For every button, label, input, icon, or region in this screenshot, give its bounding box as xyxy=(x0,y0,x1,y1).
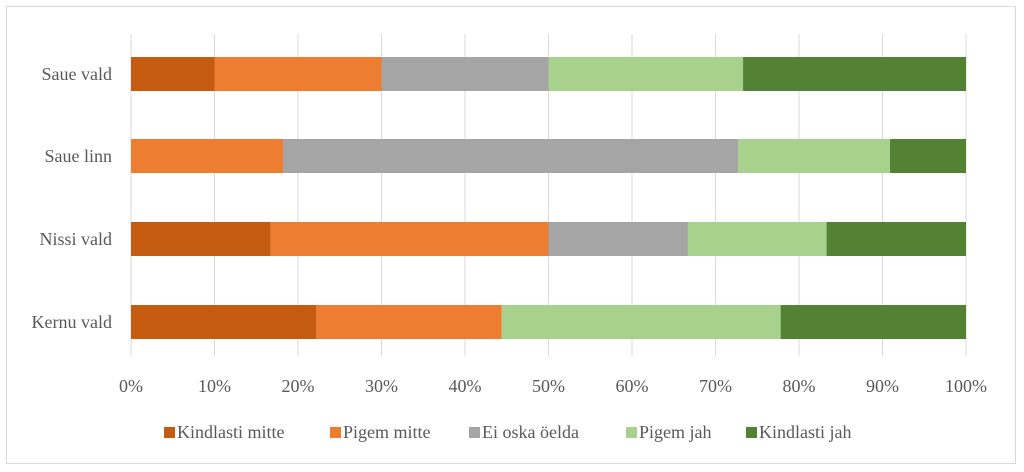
legend-swatch xyxy=(164,427,175,438)
x-tick-labels: 0% 10% 20% 30% 40% 50% 60% 70% 80% 90% 100% xyxy=(119,376,987,396)
legend-swatch xyxy=(626,427,637,438)
legend-label: Pigem mitte xyxy=(343,422,431,442)
category-label: Saue linn xyxy=(45,146,113,166)
bar-segment xyxy=(131,222,271,256)
x-tick-label: 80% xyxy=(783,376,816,396)
x-tick-label: 100% xyxy=(945,376,987,396)
x-tick-label: 60% xyxy=(616,376,649,396)
legend-label: Kindlasti mitte xyxy=(177,422,285,442)
x-tick-label: 30% xyxy=(365,376,398,396)
x-tick-label: 20% xyxy=(282,376,315,396)
bar-segment xyxy=(548,222,688,256)
bar-segment xyxy=(687,222,827,256)
bar-segment xyxy=(381,57,549,91)
bar-segment xyxy=(738,139,891,173)
bar-segment xyxy=(780,305,966,339)
x-tick-label: 50% xyxy=(532,376,565,396)
x-tick-label: 10% xyxy=(198,376,231,396)
bar-segment xyxy=(316,305,502,339)
category-label: Nissi vald xyxy=(39,229,112,249)
bar-segment xyxy=(270,222,549,256)
legend: Kindlasti mitte Pigem mitte Ei oska öelda P… xyxy=(164,422,852,442)
bar-segment xyxy=(890,139,966,173)
x-tick-label: 0% xyxy=(119,376,143,396)
bar-segment xyxy=(131,139,283,173)
bar-segment xyxy=(131,57,215,91)
legend-swatch xyxy=(330,427,341,438)
legend-label: Pigem jah xyxy=(639,422,712,442)
category-labels: Saue vald Saue linn Nissi vald Kernu vald xyxy=(32,64,112,332)
bar-segment xyxy=(282,139,739,173)
legend-label: Ei oska öelda xyxy=(482,422,579,442)
x-tick-label: 70% xyxy=(699,376,732,396)
bar-segment xyxy=(548,57,744,91)
bar-segment xyxy=(826,222,966,256)
bar-segment xyxy=(131,305,317,339)
legend-label: Kindlasti jah xyxy=(759,422,852,442)
legend-swatch xyxy=(746,427,757,438)
bar-segment xyxy=(501,305,781,339)
legend-swatch xyxy=(469,427,480,438)
bars xyxy=(131,57,966,339)
category-label: Saue vald xyxy=(42,64,112,84)
x-tick-label: 40% xyxy=(449,376,482,396)
bar-segment xyxy=(214,57,382,91)
category-label: Kernu vald xyxy=(32,312,112,332)
x-tick-label: 90% xyxy=(866,376,899,396)
bar-segment xyxy=(743,57,966,91)
